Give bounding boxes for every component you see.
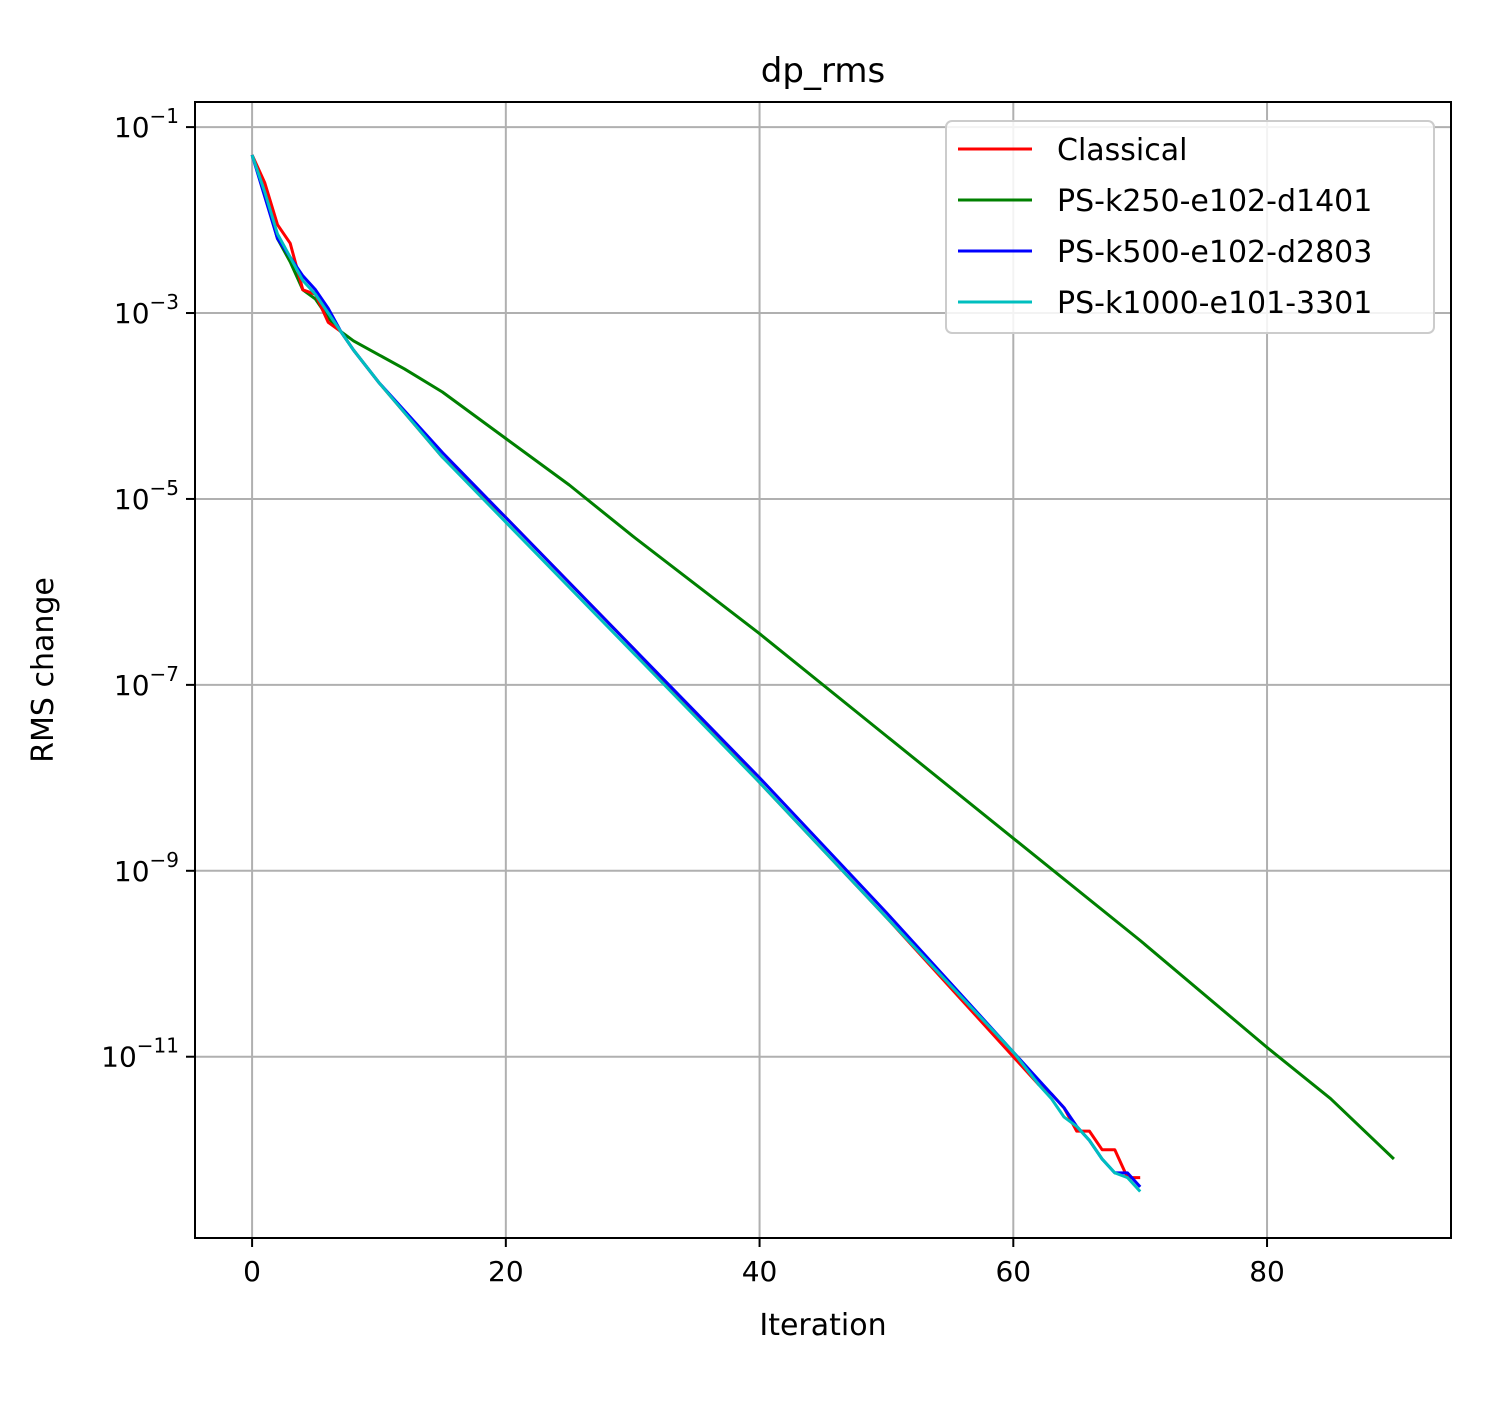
y-axis-label: RMS change bbox=[26, 577, 61, 763]
y-tick-exponent: −5 bbox=[150, 476, 179, 500]
y-tick-label: 10−3 bbox=[114, 290, 179, 330]
legend-label: PS-k250-e102-d1401 bbox=[1057, 184, 1372, 219]
y-tick-exponent: −11 bbox=[137, 1034, 179, 1058]
y-tick-label: 10−9 bbox=[114, 848, 179, 888]
x-tick-label: 20 bbox=[488, 1255, 524, 1288]
x-axis-ticks: 0 20 40 60 80 bbox=[243, 1238, 1285, 1288]
y-tick-exponent: −1 bbox=[150, 104, 179, 128]
legend-box bbox=[945, 120, 1435, 334]
x-tick-label: 80 bbox=[1249, 1255, 1285, 1288]
series-line bbox=[250, 154, 1395, 1161]
legend-label: PS-k1000-e101-3301 bbox=[1057, 286, 1372, 321]
legend-items: Classical PS-k250-e102-d1401 PS-k500-e102-… bbox=[958, 133, 1372, 321]
y-tick-base: 10 bbox=[114, 297, 150, 330]
x-tick-label: 40 bbox=[742, 1255, 778, 1288]
x-tick-label: 0 bbox=[243, 1255, 261, 1288]
y-tick-base: 10 bbox=[114, 111, 150, 144]
y-tick-exponent: −3 bbox=[150, 290, 179, 314]
series-lines bbox=[250, 154, 1395, 1193]
y-tick-base: 10 bbox=[101, 1041, 137, 1074]
y-tick-exponent: −9 bbox=[150, 848, 179, 872]
legend: Classical PS-k250-e102-d1401 PS-k500-e102-… bbox=[945, 120, 1435, 334]
series-line bbox=[250, 154, 1142, 1193]
y-tick-label: 10−5 bbox=[114, 476, 179, 516]
chart-title: dp_rms bbox=[761, 51, 885, 91]
y-axis-ticks: 10−110−310−510−710−910−11 bbox=[101, 104, 195, 1074]
y-tick-label: 10−11 bbox=[101, 1034, 179, 1074]
y-tick-base: 10 bbox=[114, 483, 150, 516]
plot-frame bbox=[194, 101, 1452, 1239]
y-tick-base: 10 bbox=[114, 669, 150, 702]
legend-label: PS-k500-e102-d2803 bbox=[1057, 235, 1372, 270]
y-tick-label: 10−1 bbox=[114, 104, 179, 144]
x-tick-label: 60 bbox=[995, 1255, 1031, 1288]
legend-label: Classical bbox=[1057, 133, 1187, 168]
y-tick-base: 10 bbox=[114, 855, 150, 888]
y-tick-label: 10−7 bbox=[114, 662, 179, 702]
x-axis-label: Iteration bbox=[759, 1308, 886, 1343]
y-tick-exponent: −7 bbox=[150, 662, 179, 686]
